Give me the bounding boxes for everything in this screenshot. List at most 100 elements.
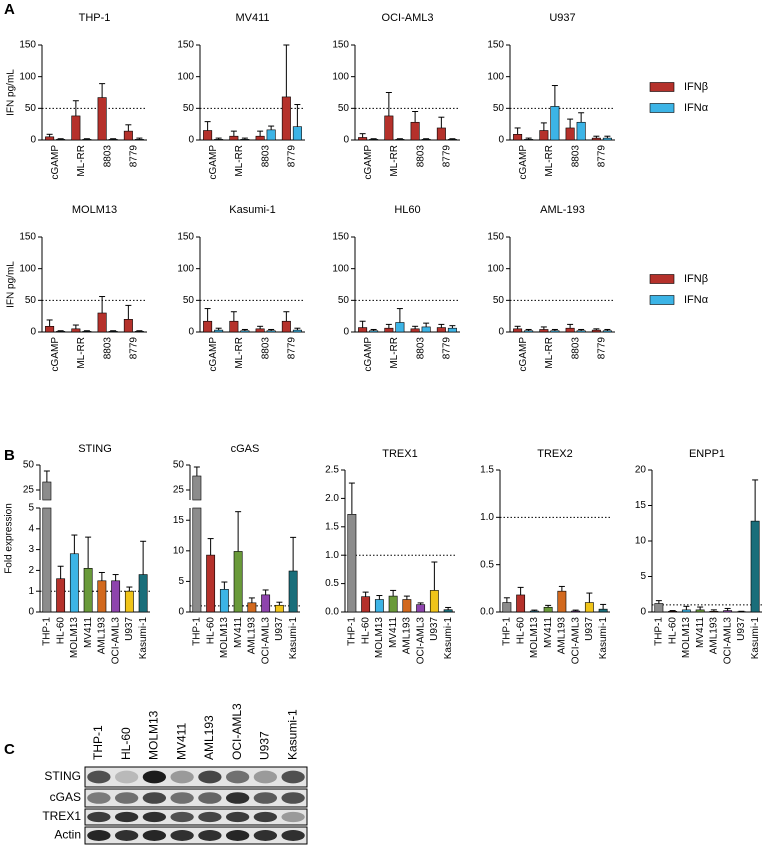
bar (266, 129, 276, 141)
bar (576, 330, 586, 333)
blot-band (87, 770, 111, 784)
blot-strip (84, 826, 308, 845)
y-tick-label: 2.0 (325, 493, 339, 504)
bar (539, 130, 549, 141)
x-tick-label: 8803 (570, 145, 581, 168)
x-tick-label: THP-1 (347, 617, 358, 646)
chart-title: Kasumi-1 (229, 204, 275, 216)
x-tick-label: cGAMP (50, 337, 61, 372)
chart-title: cGAS (231, 443, 260, 455)
bar (395, 322, 405, 333)
bar (591, 329, 601, 333)
bar (281, 320, 291, 333)
chart-title: THP-1 (79, 12, 111, 24)
x-tick-label: ML-RR (76, 145, 87, 177)
blot-band (142, 770, 167, 784)
y-tick-label: 0.0 (480, 607, 494, 618)
y-tick-label: 15 (635, 500, 647, 511)
bar (565, 327, 575, 333)
x-tick-label: cGAMP (518, 337, 529, 372)
bar (668, 610, 678, 613)
x-tick-label: HL-60 (205, 617, 216, 645)
y-tick-label: 0 (498, 327, 504, 338)
x-tick-label: ML-RR (544, 337, 555, 369)
y-tick-label: 1 (28, 586, 34, 597)
blot-band (198, 770, 222, 784)
y-tick-label: 150 (177, 40, 194, 51)
y-tick-label: 50 (338, 103, 350, 114)
bar (108, 331, 118, 333)
blot-band (170, 830, 194, 841)
bar (513, 328, 523, 333)
x-tick-label: 8779 (597, 337, 608, 360)
x-tick-label: THP-1 (654, 617, 665, 646)
bar (524, 139, 534, 141)
bar (82, 331, 92, 333)
bar (410, 328, 420, 333)
bar (374, 599, 384, 613)
bar (695, 609, 705, 613)
bar (571, 610, 581, 613)
y-tick-label: 5 (640, 571, 646, 582)
x-tick-label: 8779 (129, 337, 140, 360)
y-tick-label: 20 (635, 465, 647, 476)
bar (281, 96, 291, 141)
x-tick-label: MOLM13 (681, 617, 692, 659)
bar (247, 602, 257, 613)
y-tick-label: 50 (493, 103, 505, 114)
y-tick-label: 150 (177, 232, 194, 243)
y-tick-label: 0.0 (325, 607, 339, 618)
bar (71, 328, 81, 333)
legend-label: IFNα (684, 102, 709, 114)
bar (42, 507, 52, 613)
x-tick-label: MV411 (695, 617, 706, 648)
bar (261, 594, 271, 613)
blot-band (281, 770, 305, 784)
blot-band (198, 830, 222, 841)
y-tick-label: 0 (30, 327, 36, 338)
y-tick-label: 0 (343, 327, 349, 338)
lane-label: OCI-AML3 (230, 703, 244, 760)
bar (206, 554, 216, 613)
bar (292, 126, 302, 141)
bar (134, 139, 144, 141)
bar (97, 580, 107, 613)
bar (443, 609, 453, 613)
y-tick-label: 100 (332, 71, 349, 82)
bar (71, 115, 81, 141)
bar (369, 139, 379, 141)
y-tick-label: 15 (173, 515, 185, 526)
y-tick-label: 1.0 (325, 550, 339, 561)
y-tick-label: 150 (19, 232, 36, 243)
blot-band (225, 770, 250, 784)
bar (45, 325, 55, 333)
bar (539, 329, 549, 333)
bar (361, 596, 371, 613)
panel-label: B (4, 447, 15, 464)
bar (192, 475, 202, 501)
legend-label: IFNα (684, 294, 709, 306)
bar (266, 330, 276, 333)
bar (416, 604, 426, 613)
blot-band (281, 830, 305, 841)
legend-swatch (649, 82, 675, 92)
blot-band (198, 792, 222, 804)
blot-band (170, 770, 194, 784)
bar (111, 580, 121, 613)
bar (292, 329, 302, 333)
y-axis-label: Fold expression (4, 503, 15, 574)
legend-label: IFNβ (684, 81, 708, 93)
x-tick-label: MOLM13 (374, 617, 385, 659)
y-tick-label: 0 (188, 327, 194, 338)
x-tick-label: HL-60 (667, 617, 678, 645)
x-tick-label: AML193 (709, 617, 720, 655)
blot-band (253, 830, 278, 841)
y-tick-label: 100 (487, 263, 504, 274)
bar (97, 97, 107, 141)
bar (395, 139, 405, 141)
x-tick-label: ML-RR (234, 337, 245, 369)
blot-strip (84, 766, 308, 788)
lane-label: AML193 (202, 715, 216, 760)
x-tick-label: Kasumi-1 (598, 617, 609, 660)
bar (524, 330, 534, 333)
